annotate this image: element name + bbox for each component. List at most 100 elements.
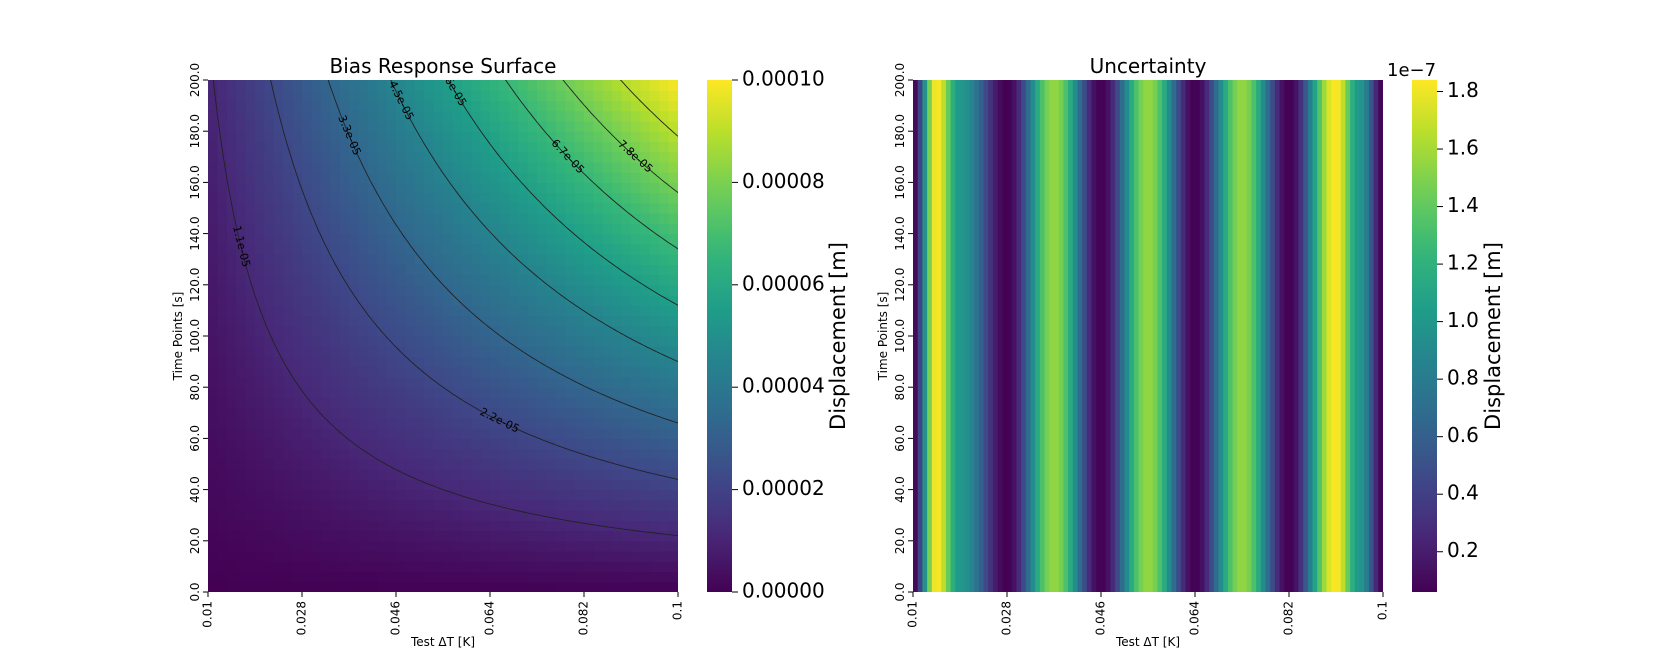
bias-cell (621, 233, 632, 245)
bias-cell (245, 90, 256, 102)
uncertainty-column (1101, 80, 1107, 592)
bias-cell (649, 581, 660, 592)
bias-cell (320, 233, 331, 245)
bias-cell (537, 192, 547, 204)
bias-cell (668, 469, 678, 480)
bias-cell (640, 213, 651, 224)
bias-cell (208, 417, 218, 429)
bias-cell (537, 223, 547, 235)
bias-cell (499, 305, 510, 317)
bias-cell (273, 356, 284, 368)
bias-cell (527, 530, 538, 542)
bias-cell (330, 336, 341, 347)
bias-cell (273, 581, 284, 592)
bias-cell (292, 213, 303, 224)
bias-cell (283, 80, 294, 91)
bias-cell (292, 458, 303, 470)
bias-cell (602, 161, 613, 173)
bias-cell (396, 540, 406, 552)
bias-cell (311, 346, 322, 358)
bias-cell (208, 438, 218, 450)
bias-cell (320, 551, 331, 562)
bias-cell (377, 581, 388, 592)
bias-cell (565, 213, 576, 224)
bias-cell (546, 131, 557, 143)
bias-cell (593, 438, 604, 450)
bias-cell (443, 305, 453, 317)
bias-cell (621, 448, 632, 460)
bias-cell (649, 336, 660, 347)
bias-cell (593, 202, 604, 214)
bias-cell (273, 479, 284, 491)
bias-cell (452, 315, 463, 327)
bias-cell (358, 295, 369, 306)
bias-cell (330, 366, 341, 378)
bias-cell (217, 274, 228, 286)
uncertainty-column (955, 80, 961, 592)
bias-cell (245, 571, 256, 583)
bias-cell (330, 264, 341, 276)
bias-cell (452, 254, 463, 265)
bias-cell (593, 213, 604, 224)
bias-cell (480, 120, 491, 132)
bias-cell (508, 325, 519, 337)
bias-cell (245, 182, 256, 194)
bias-cell (518, 540, 529, 552)
bias-cell (226, 479, 237, 491)
bias-cell (574, 254, 585, 265)
bias-cell (631, 202, 641, 214)
bias-cell (490, 100, 500, 112)
bias-cell (283, 90, 294, 102)
bias-cell (424, 80, 435, 91)
bias-cell (386, 110, 397, 122)
bias-cell (668, 499, 678, 511)
bias-cell (621, 520, 632, 532)
bias-cell (414, 551, 425, 562)
uncertainty-column (1171, 80, 1177, 592)
bias-cell (640, 469, 651, 480)
bias-cell (621, 182, 632, 194)
bias-cell (358, 120, 369, 132)
bias-y-axis-label: Time Points [s] (171, 292, 185, 382)
bias-cell (649, 571, 660, 583)
bias-cell (396, 192, 406, 204)
bias-cell (640, 295, 651, 306)
bias-cell (311, 284, 322, 296)
bias-cell (480, 305, 491, 317)
bias-cell (273, 346, 284, 358)
bias-cell (386, 305, 397, 317)
bias-cell (602, 315, 613, 327)
bias-cell (574, 499, 585, 511)
bias-cell (330, 489, 341, 501)
bias-cell (659, 520, 670, 532)
bias-cell (546, 530, 557, 542)
bias-cell (349, 295, 359, 306)
bias-cell (236, 376, 247, 388)
bias-cell (386, 376, 397, 388)
bias-cell (217, 581, 228, 592)
bias-cell (593, 551, 604, 562)
bias-cell (490, 325, 500, 337)
bias-cell (602, 438, 613, 450)
bias-cell (499, 202, 510, 214)
bias-cell (471, 100, 482, 112)
bias-cell (574, 325, 585, 337)
bias-cell (377, 161, 388, 173)
bias-cell (546, 151, 557, 163)
bias-cell (330, 110, 341, 122)
bias-cell (640, 479, 651, 491)
bias-cell (668, 131, 678, 143)
bias-cell (226, 100, 237, 112)
bias-cell (292, 325, 303, 337)
bias-cell (602, 417, 613, 429)
uncertainty-column (1035, 80, 1041, 592)
bias-cell (217, 336, 228, 347)
bias-cell (433, 438, 444, 450)
bias-cell (273, 264, 284, 276)
bias-cell (602, 284, 613, 296)
bias-cell (424, 376, 435, 388)
bias-cell (311, 387, 322, 399)
bias-cell (593, 346, 604, 358)
uncertainty-column (1317, 80, 1323, 592)
bias-cell (527, 243, 538, 255)
